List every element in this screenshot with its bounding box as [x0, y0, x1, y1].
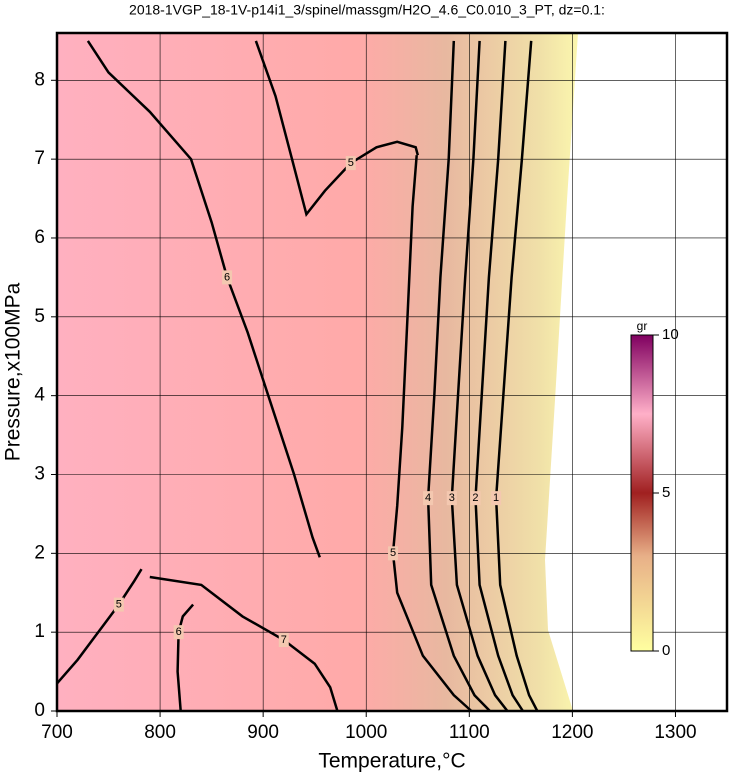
- contour-label-bg: [278, 633, 289, 648]
- contour-label: 5: [116, 598, 122, 610]
- contour-label: 1: [493, 492, 499, 504]
- contour-label: 7: [281, 634, 287, 646]
- y-axis-label: Pressure,x100MPa: [2, 282, 25, 461]
- contour-label: 5: [348, 157, 354, 169]
- contour-label: 6: [224, 271, 230, 283]
- x-tick-label: 1100: [449, 722, 490, 743]
- y-tick-label: 1: [34, 621, 45, 642]
- x-tick-label: 700: [41, 722, 73, 743]
- y-tick-label: 2: [34, 542, 45, 563]
- contour-label: 4: [425, 492, 431, 504]
- contour-label-bg: [470, 491, 481, 506]
- contour-label-bg: [491, 491, 502, 506]
- x-tick-label: 800: [144, 722, 176, 743]
- x-tick-label: 1200: [551, 722, 593, 743]
- y-tick-label: 4: [34, 385, 45, 406]
- colorbar-tick-label: 5: [662, 484, 670, 501]
- x-tick-label: 1300: [654, 722, 696, 743]
- y-tick-label: 8: [34, 69, 45, 90]
- chart-title: 2018-1VGP_18-1V-p14i1_3/spinel/massgm/H2…: [129, 2, 605, 18]
- y-tick-label: 0: [34, 700, 45, 721]
- contour-label-bg: [173, 625, 184, 640]
- contour-label-bg: [345, 156, 356, 171]
- contour-label-bg: [222, 270, 233, 285]
- colorbar-tick-label: 10: [662, 326, 679, 343]
- x-tick-label: 1000: [345, 722, 387, 743]
- contour-line: [56, 568, 143, 685]
- x-tick-label: 900: [247, 722, 279, 743]
- y-tick-label: 5: [34, 306, 45, 327]
- colorbar-tick-label: 0: [662, 642, 670, 659]
- x-axis-label: Temperature,°C: [318, 750, 465, 773]
- colorbar: [630, 334, 654, 652]
- y-tick-label: 6: [34, 227, 45, 248]
- contour-label: 2: [472, 492, 478, 504]
- contour-label: 6: [176, 626, 182, 638]
- contour-line: [254, 40, 420, 218]
- y-tick-label: 7: [34, 148, 45, 169]
- y-tick-label: 3: [34, 464, 45, 485]
- contour-label-bg: [446, 491, 457, 506]
- contour-label: 5: [390, 547, 396, 559]
- contour-label: 3: [449, 492, 455, 504]
- contour-line: [391, 155, 473, 712]
- colorbar-label: gr: [637, 319, 648, 333]
- frame: [55, 31, 729, 713]
- contour-label-bg: [113, 597, 124, 612]
- contour-label-bg: [388, 546, 399, 561]
- contour-label-bg: [423, 491, 434, 506]
